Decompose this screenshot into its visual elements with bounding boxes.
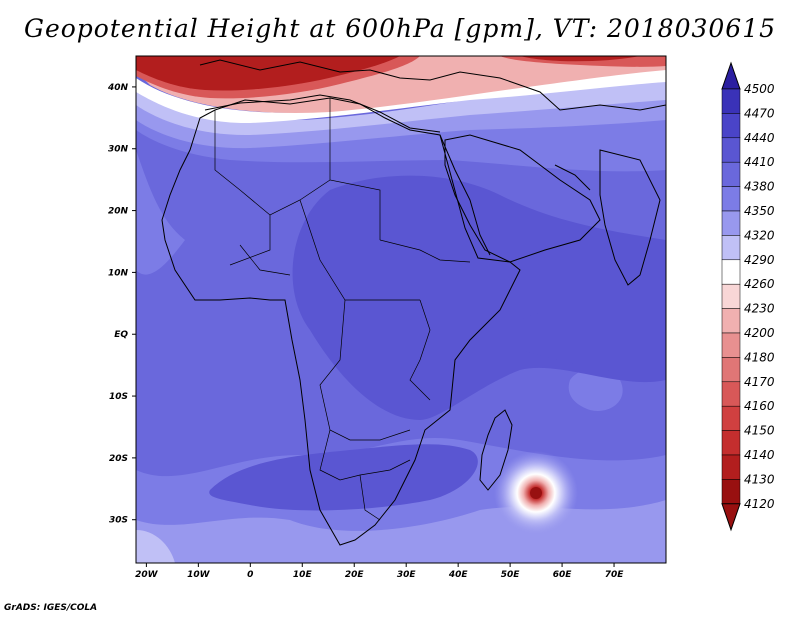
lon-tick-label: 20E	[345, 570, 365, 580]
colorbar-swatch	[721, 381, 741, 407]
colorbar-swatch	[721, 235, 741, 261]
europe-coast	[199, 59, 666, 111]
colorbar-level-label: 4200	[744, 326, 775, 340]
lat-tick-label: 20N	[108, 207, 129, 217]
colorbar-level-label: 4440	[744, 131, 775, 145]
lat-tick-label: 20S	[109, 454, 128, 464]
colorbar-level-label: 4160	[744, 399, 775, 413]
colorbar-level-label: 4290	[744, 253, 775, 267]
persian-gulf	[554, 164, 591, 191]
colorbar-swatch	[721, 88, 741, 114]
red-sea	[439, 134, 491, 256]
contour-sw-corner	[136, 530, 175, 563]
colorbar-swatch	[721, 332, 741, 358]
colorbar-level-label: 4180	[744, 350, 775, 364]
india-outline	[599, 149, 661, 286]
grads-credit: GrADS: IGES/COLA	[4, 603, 98, 613]
lon-tick-label: 50E	[501, 570, 521, 580]
colorbar-level-label: 4350	[744, 204, 775, 218]
colorbar-level-label: 4470	[744, 106, 775, 120]
colorbar: 4500 4470 4440 4410 4380 4350 4320 4290 4260 4230…	[721, 61, 775, 532]
colorbar-swatch	[721, 430, 741, 456]
lat-tick-label: 10N	[108, 268, 129, 278]
lon-tick-label: 10W	[187, 570, 211, 580]
colorbar-level-label: 4500	[744, 82, 775, 96]
colorbar-level-label: 4150	[744, 424, 775, 438]
colorbar-level-label: 4120	[744, 497, 775, 511]
colorbar-swatch	[721, 210, 741, 236]
colorbar-swatch	[721, 113, 741, 139]
colorbar-swatch	[721, 259, 741, 285]
cyclone-low-core	[530, 487, 542, 499]
colorbar-bottom-arrow	[721, 503, 741, 532]
lon-tick-label: 60E	[553, 570, 573, 580]
longitude-axis: 20W 10W 0 10E 20E 30E 40E 50E 60E 70E	[135, 563, 624, 580]
lon-tick-label: 20W	[135, 570, 159, 580]
map-title: Geopotential Height at 600hPa [gpm], VT:…	[23, 14, 777, 43]
colorbar-level-label: 4230	[744, 302, 775, 316]
colorbar-level-label: 4140	[744, 448, 775, 462]
lon-tick-label: 70E	[605, 570, 625, 580]
colorbar-swatch	[721, 405, 741, 431]
mediterranean-coast	[204, 94, 441, 133]
colorbar-swatch	[721, 308, 741, 334]
contour-south-dark	[209, 444, 478, 511]
colorbar-top-arrow	[721, 61, 741, 90]
colorbar-swatch	[721, 357, 741, 383]
colorbar-swatch	[721, 137, 741, 163]
lat-tick-label: 40N	[107, 83, 129, 93]
colorbar-swatch	[721, 161, 741, 187]
lat-tick-label: 30N	[108, 145, 129, 155]
lat-tick-label: 30S	[109, 516, 128, 526]
contour-northeast-red	[520, 56, 640, 62]
colorbar-level-label: 4260	[744, 277, 775, 291]
latitude-axis: 40N 30N 20N 10N EQ 10S 20S 30S	[107, 83, 136, 526]
lon-tick-label: 40E	[448, 570, 469, 580]
colorbar-swatch	[721, 454, 741, 480]
colorbar-swatch	[721, 479, 741, 505]
colorbar-level-label: 4410	[744, 155, 775, 169]
coastlines	[161, 59, 666, 546]
africa-outline	[161, 97, 521, 546]
colorbar-level-label: 4170	[744, 375, 775, 389]
arabia-outline	[444, 134, 601, 263]
lon-tick-label: 10E	[293, 570, 313, 580]
contour-west-light	[136, 150, 185, 275]
contour-indian-ocean-light	[568, 368, 623, 411]
lat-tick-label: EQ	[114, 330, 128, 340]
colorbar-level-label: 4320	[744, 228, 775, 242]
lon-tick-label: 30E	[397, 570, 417, 580]
colorbar-level-label: 4130	[744, 472, 775, 486]
contour-east-dark	[520, 300, 666, 373]
colorbar-swatch	[721, 186, 741, 212]
colorbar-swatch	[721, 283, 741, 309]
colorbar-level-label: 4380	[744, 180, 775, 194]
lon-tick-label: 0	[247, 570, 253, 580]
plot-frame	[135, 55, 667, 564]
country-borders	[214, 98, 471, 521]
lat-tick-label: 10S	[109, 392, 128, 402]
madagascar-outline	[479, 409, 513, 491]
plot-area	[136, 56, 666, 563]
